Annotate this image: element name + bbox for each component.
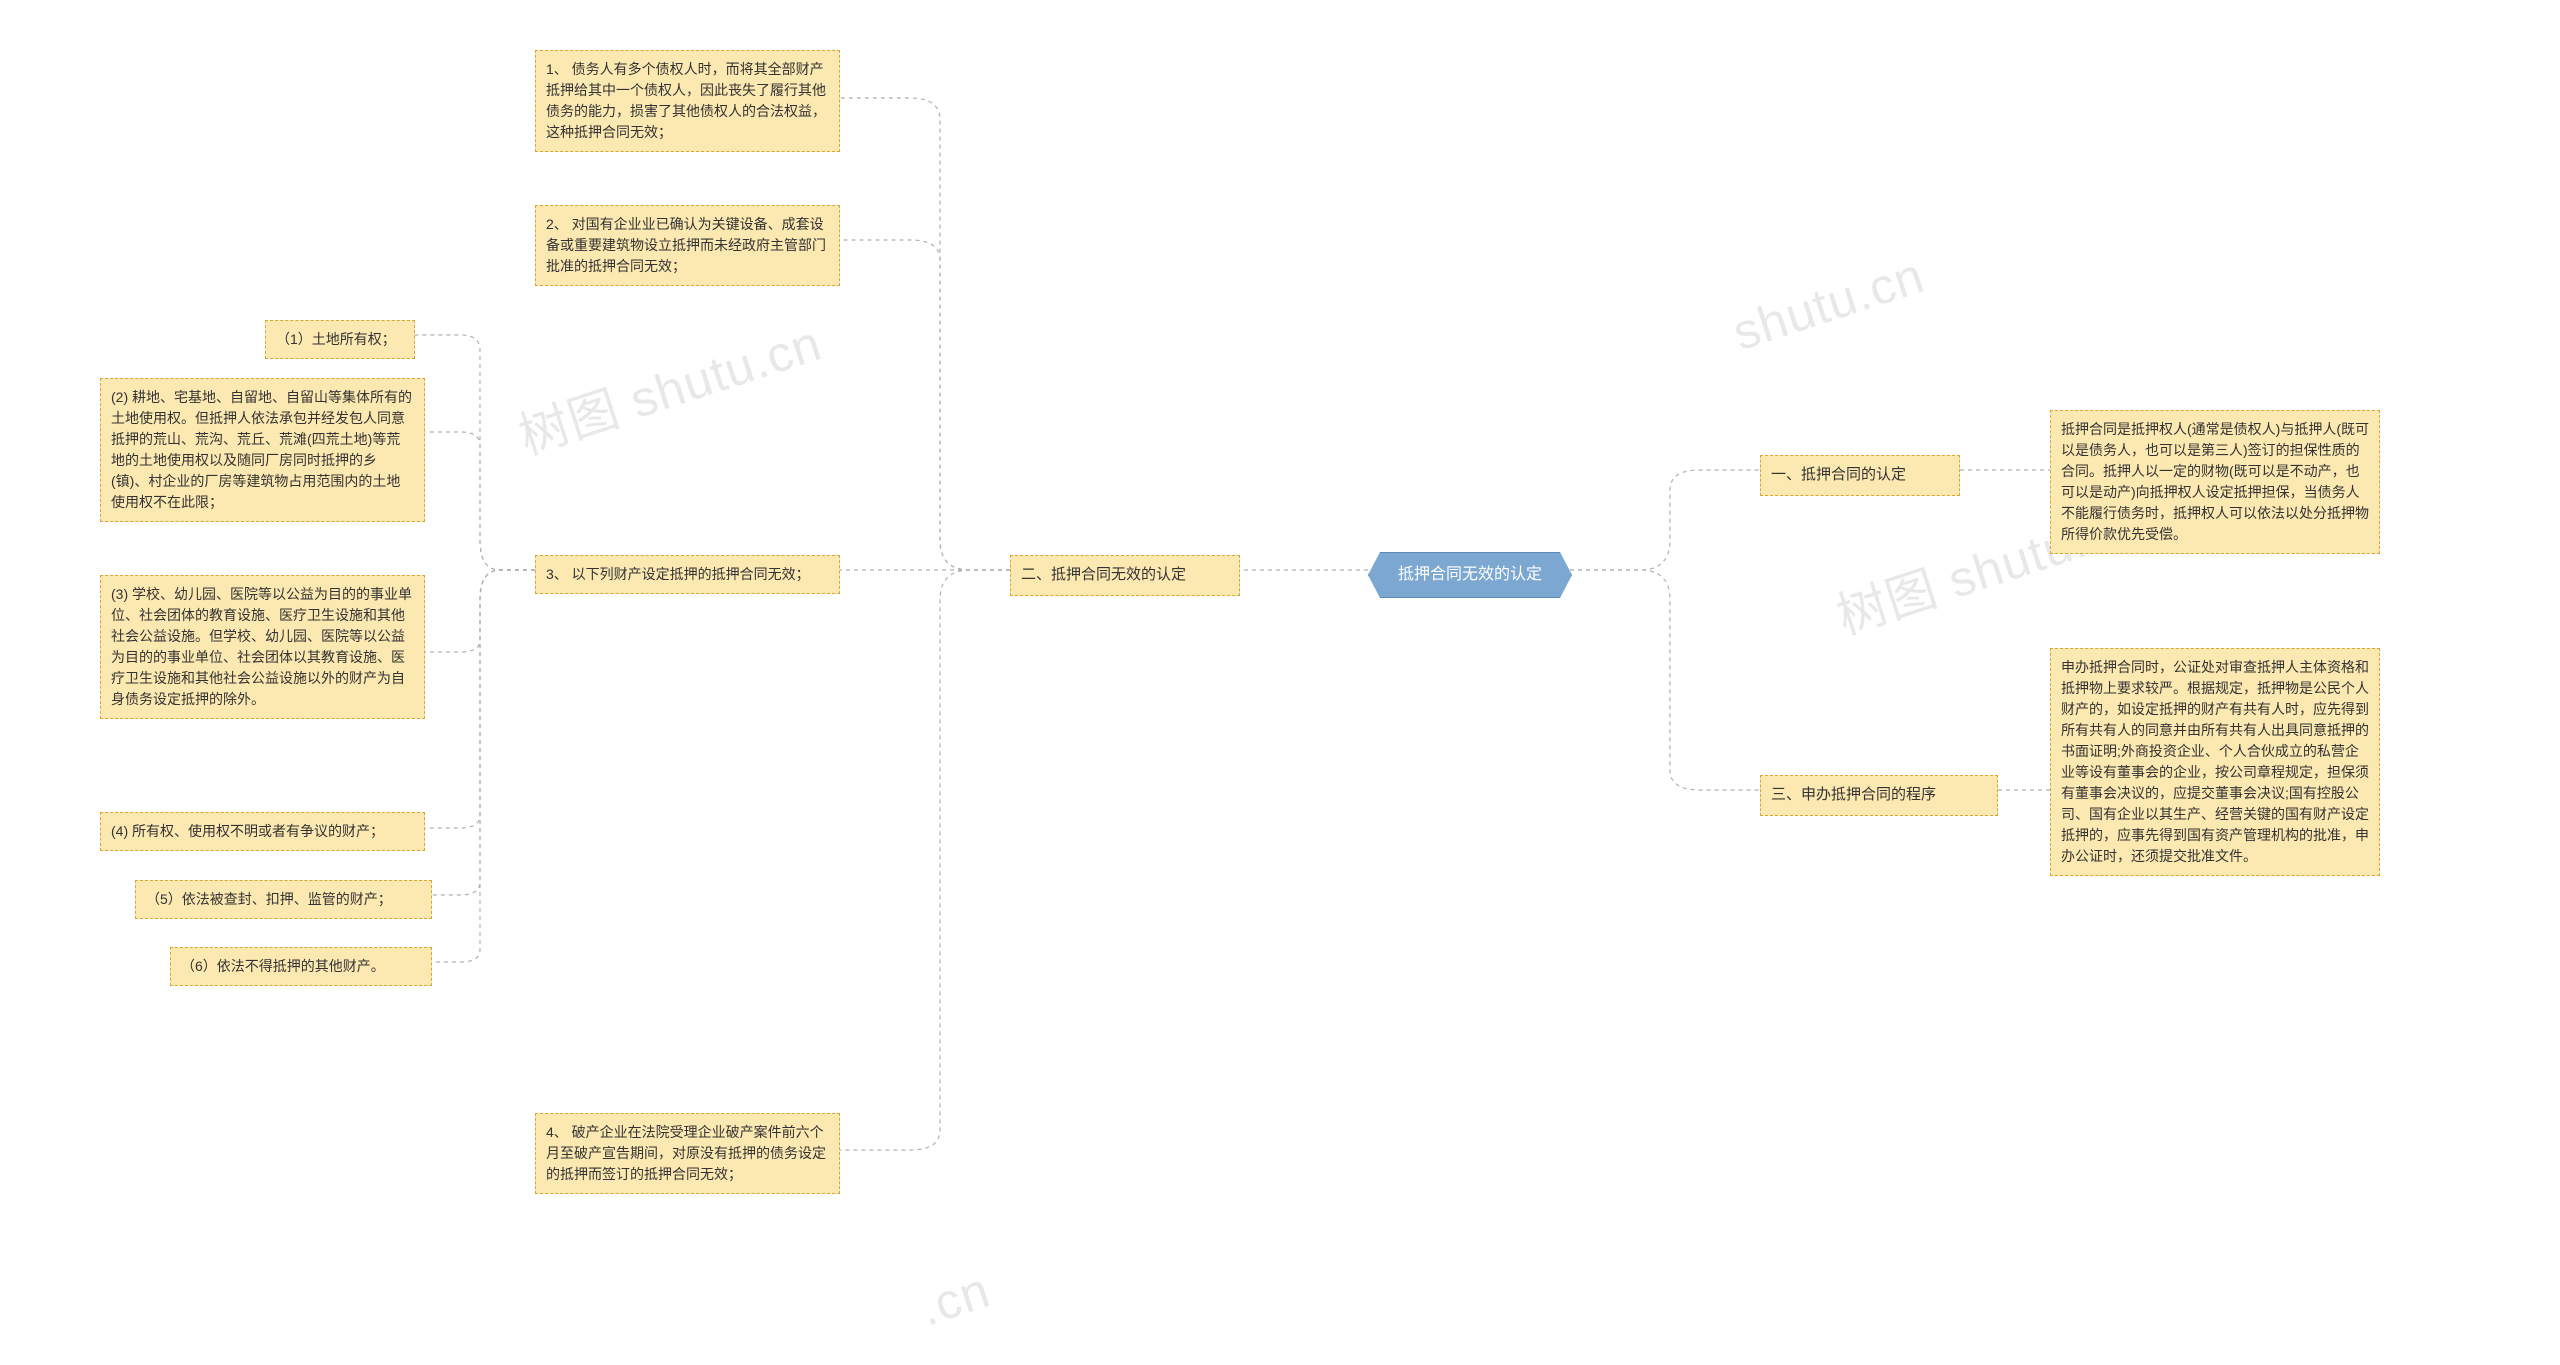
leaf-one-detail: 抵押合同是抵押权人(通常是债权人)与抵押人(既可以是债务人，也可以是第三人)签订… xyxy=(2050,410,2380,554)
watermark: .cn xyxy=(913,1261,997,1338)
center-node: 抵押合同无效的认定 xyxy=(1368,552,1572,598)
watermark: shutu.cn xyxy=(1726,246,1931,362)
sub-item-5: （5）依法被查封、扣押、监管的财产； xyxy=(135,880,432,919)
branch-two-child-1: 1、 债务人有多个债权人时，而将其全部财产抵押给其中一个债权人，因此丧失了履行其… xyxy=(535,50,840,152)
sub-item-6: （6）依法不得抵押的其他财产。 xyxy=(170,947,432,986)
branch-two-child-3: 3、 以下列财产设定抵押的抵押合同无效； xyxy=(535,555,840,594)
branch-two-child-2: 2、 对国有企业业已确认为关键设备、成套设备或重要建筑物设立抵押而未经政府主管部… xyxy=(535,205,840,286)
sub-item-3: (3) 学校、幼儿园、医院等以公益为目的的事业单位、社会团体的教育设施、医疗卫生… xyxy=(100,575,425,719)
branch-two: 二、抵押合同无效的认定 xyxy=(1010,555,1240,596)
watermark: 树图 shutu.cn xyxy=(509,303,830,468)
sub-item-1: （1）土地所有权； xyxy=(265,320,415,359)
branch-two-child-4: 4、 破产企业在法院受理企业破产案件前六个月至破产宣告期间，对原没有抵押的债务设… xyxy=(535,1113,840,1194)
branch-one: 一、抵押合同的认定 xyxy=(1760,455,1960,496)
sub-item-2: (2) 耕地、宅基地、自留地、自留山等集体所有的土地使用权。但抵押人依法承包并经… xyxy=(100,378,425,522)
branch-three: 三、申办抵押合同的程序 xyxy=(1760,775,1998,816)
sub-item-4: (4) 所有权、使用权不明或者有争议的财产； xyxy=(100,812,425,851)
leaf-three-detail: 申办抵押合同时，公证处对审查抵押人主体资格和抵押物上要求较严。根据规定，抵押物是… xyxy=(2050,648,2380,876)
